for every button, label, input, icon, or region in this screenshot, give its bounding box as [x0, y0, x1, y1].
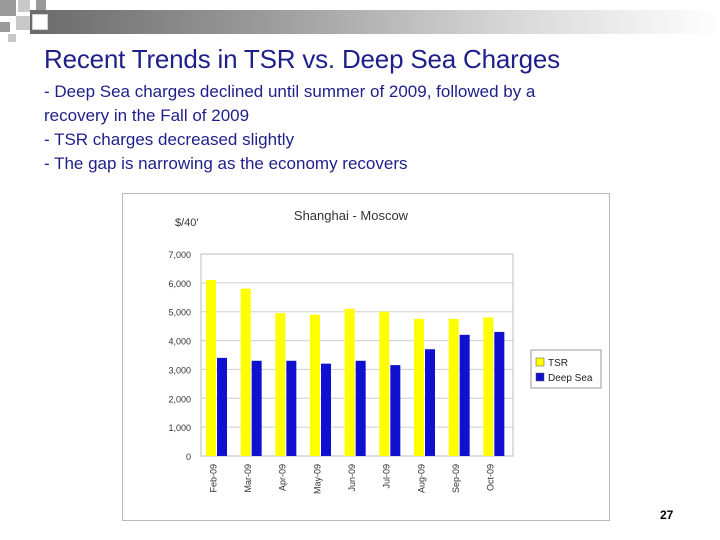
bar-tsr [310, 314, 320, 456]
decor-square [8, 34, 16, 42]
slide-title: Recent Trends in TSR vs. Deep Sea Charge… [44, 44, 560, 74]
bar-deep-sea [425, 349, 435, 456]
x-tick-label: Sep-09 [451, 464, 461, 493]
y-tick-label: 2,000 [168, 394, 191, 404]
bullet-line: - Deep Sea charges declined until summer… [44, 82, 536, 101]
decor-square [16, 16, 30, 30]
bar-deep-sea [459, 334, 470, 456]
bar-deep-sea [217, 357, 227, 456]
y-tick-label: 0 [186, 452, 191, 462]
x-tick-label: Oct-09 [486, 464, 496, 491]
x-tick-label: Feb-09 [208, 464, 218, 493]
decor-square [36, 0, 46, 10]
legend-label: TSR [548, 358, 568, 369]
bar-tsr [448, 318, 459, 456]
bar-tsr [275, 313, 286, 456]
bar-tsr [240, 288, 251, 456]
y-axis-label: $/40' [175, 217, 199, 229]
y-tick-label: 7,000 [168, 250, 191, 260]
y-tick-label: 1,000 [168, 423, 191, 433]
slide-bullets: - Deep Sea charges declined until summer… [44, 80, 644, 176]
bar-chart: Shanghai - Moscow $/40' 0 1,000 2,000 3,000 4,… [168, 208, 602, 494]
bar-deep-sea [286, 360, 297, 456]
x-tick-label: Aug-09 [416, 464, 426, 493]
decor-square [18, 0, 30, 12]
bar-deep-sea [494, 331, 505, 456]
bullet-line: - The gap is narrowing as the economy re… [44, 154, 408, 173]
bar-tsr [414, 318, 424, 456]
y-tick-label: 3,000 [168, 365, 191, 375]
x-tick-label: Jun-09 [347, 464, 357, 492]
bar-tsr [379, 311, 390, 456]
chart-title: Shanghai - Moscow [294, 208, 409, 223]
header-gradient-bar [30, 10, 720, 34]
legend-swatch [535, 357, 545, 367]
x-tick-label: May-09 [312, 464, 322, 494]
page-number: 27 [660, 508, 674, 522]
y-tick-label: 4,000 [168, 337, 191, 347]
bar-deep-sea [355, 360, 366, 456]
bar-deep-sea [390, 365, 401, 456]
bar-tsr [344, 308, 355, 456]
y-tick-label: 6,000 [168, 279, 191, 289]
bar-tsr [206, 279, 216, 456]
legend-box [530, 349, 602, 389]
x-tick-label: Mar-09 [243, 464, 253, 493]
decor-square [0, 0, 16, 16]
chart-container: Shanghai - Moscow $/40' 0 1,000 2,000 3,000 4,… [122, 193, 610, 521]
x-tick-label: Jul-09 [382, 464, 392, 489]
legend-label: Deep Sea [548, 373, 593, 384]
bar-tsr [483, 317, 494, 456]
y-tick-label: 5,000 [168, 308, 191, 318]
bullet-line: - TSR charges decreased slightly [44, 130, 295, 149]
x-tick-label: Apr-09 [278, 464, 288, 491]
legend-swatch [535, 372, 545, 382]
bar-deep-sea [321, 363, 331, 456]
slide-header-decoration [0, 0, 720, 48]
bar-deep-sea [251, 360, 262, 456]
bullet-line: recovery in the Fall of 2009 [44, 106, 250, 125]
decor-square [32, 14, 48, 30]
decor-square [0, 22, 10, 32]
